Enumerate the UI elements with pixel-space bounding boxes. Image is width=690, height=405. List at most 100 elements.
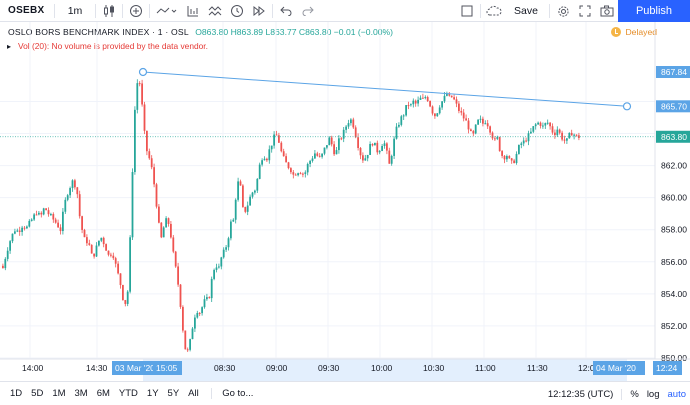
range-1y[interactable]: 1Y: [146, 388, 159, 399]
range-5d[interactable]: 5D: [31, 388, 44, 399]
candle-body: [47, 210, 50, 215]
candle-body: [74, 180, 76, 188]
time-axis[interactable]: 14:00 14:30 03 Mar '20 15:05 08:30 09:00 09:30…: [0, 358, 690, 375]
candle-body: [393, 138, 395, 156]
collapse-arrow-icon[interactable]: ▸: [6, 42, 11, 51]
candle-body: [522, 140, 525, 144]
fullscreen-icon[interactable]: [574, 0, 596, 22]
candle-body: [426, 97, 429, 102]
range-3m[interactable]: 3M: [74, 388, 88, 399]
candle-body: [316, 153, 319, 156]
log-scale-toggle[interactable]: log: [646, 388, 660, 400]
candle-body: [328, 137, 331, 146]
candle-body: [261, 160, 263, 165]
candle-body: [381, 145, 383, 151]
range-1m[interactable]: 1M: [52, 388, 66, 399]
candle-body: [14, 231, 16, 234]
candle-body: [239, 181, 242, 186]
undo-icon[interactable]: [275, 0, 297, 22]
candle-body: [386, 143, 388, 151]
candle-body: [299, 173, 302, 175]
candle-body: [383, 143, 386, 146]
redo-icon[interactable]: [297, 0, 319, 22]
delayed-label: Delayed: [625, 27, 657, 37]
save-button[interactable]: Save: [514, 5, 538, 17]
candle-body: [489, 126, 491, 133]
candle-body: [88, 243, 91, 245]
indicators-icon[interactable]: [152, 0, 182, 22]
candle-body: [285, 156, 287, 163]
candle-body: [429, 101, 431, 107]
candle-body: [335, 150, 338, 155]
candle-body: [270, 145, 273, 150]
snapshot-camera-icon[interactable]: [596, 0, 618, 22]
compare-plus-icon[interactable]: [125, 0, 147, 22]
trendline-end-handle: [622, 102, 632, 111]
candle-body: [198, 312, 201, 314]
candle-body: [40, 212, 43, 215]
settings-gear-icon[interactable]: [552, 0, 574, 22]
candle-body: [141, 83, 143, 105]
candle-body: [515, 153, 518, 164]
toolbar-divider: [122, 3, 123, 18]
candle-body: [191, 328, 194, 340]
symbol-search[interactable]: OSEBX: [8, 5, 45, 16]
candle-body: [318, 155, 321, 157]
auto-scale-toggle[interactable]: auto: [667, 388, 687, 400]
candle-body: [218, 266, 220, 268]
candle-body: [443, 95, 446, 102]
candle-body: [225, 247, 227, 250]
interval-selector[interactable]: 1m: [67, 4, 83, 17]
range-5y[interactable]: 5Y: [167, 388, 180, 399]
candle-body: [371, 143, 374, 146]
candle-body: [98, 240, 100, 246]
candle-body: [95, 245, 98, 257]
candle-body: [491, 132, 494, 139]
utc-clock[interactable]: 12:12:35 (UTC): [544, 388, 623, 400]
candle-body: [294, 174, 297, 176]
templates-icon[interactable]: [204, 0, 226, 22]
layout-square-icon[interactable]: [456, 0, 478, 22]
candle-body: [251, 192, 254, 197]
candle-body: [395, 126, 398, 139]
price-axis[interactable]: 867.84 865.70 863.80 862.00 860.00 858.00 856.…: [654, 22, 690, 363]
percent-scale-toggle[interactable]: %: [630, 388, 639, 400]
candle-body: [573, 134, 575, 136]
candle-body: [326, 145, 328, 148]
candle-body: [578, 135, 580, 138]
candle-body: [417, 99, 419, 104]
candle-body: [556, 129, 559, 136]
delayed-badge[interactable]: Delayed: [611, 27, 657, 37]
legend-title[interactable]: OSLO BORS BENCHMARK INDEX · 1 · OSL: [8, 27, 189, 37]
candle-body: [472, 131, 475, 134]
candle-body: [510, 158, 513, 161]
replay-icon[interactable]: [248, 0, 270, 22]
candle-body: [52, 214, 55, 220]
candle-body: [227, 238, 230, 248]
financials-icon[interactable]: [182, 0, 204, 22]
candle-body: [208, 297, 211, 299]
candle-body: [162, 227, 165, 238]
candle-body: [568, 132, 571, 139]
candle-body: [122, 285, 124, 301]
toolbar-divider: [95, 3, 96, 18]
goto-date-button[interactable]: Go to...: [211, 388, 253, 399]
selection-range: [143, 359, 627, 381]
candle-body: [354, 127, 357, 138]
candle-body: [90, 244, 93, 254]
candles-style-icon[interactable]: [98, 0, 120, 22]
cloud-save-icon[interactable]: [483, 0, 505, 22]
candle-body: [258, 164, 261, 179]
range-all[interactable]: All: [188, 388, 199, 399]
candle-body: [450, 95, 453, 98]
alert-clock-icon[interactable]: [226, 0, 248, 22]
publish-button[interactable]: Publish: [618, 0, 690, 22]
candle-body: [114, 258, 117, 264]
price-chart[interactable]: 867.84 865.70 863.80 862.00 860.00 858.00 856.…: [0, 22, 690, 381]
candle-body: [376, 142, 379, 153]
time-tag: [653, 361, 682, 375]
candle-body: [282, 151, 285, 157]
range-1d[interactable]: 1D: [10, 388, 23, 399]
range-6m[interactable]: 6M: [96, 388, 110, 399]
range-ytd[interactable]: YTD: [118, 388, 138, 399]
